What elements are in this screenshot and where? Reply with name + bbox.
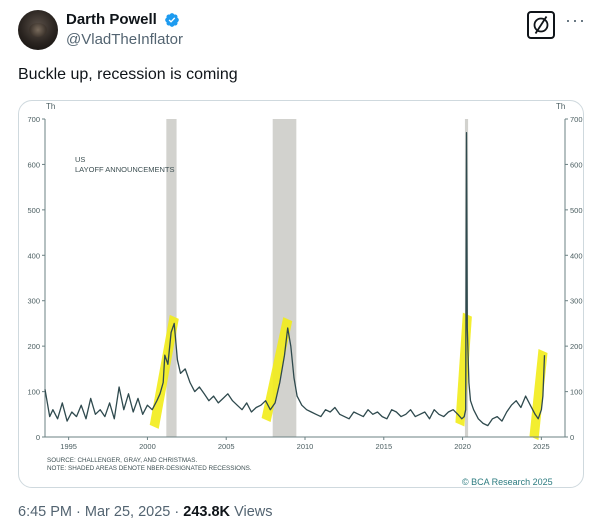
unit-label-right: Th (556, 102, 565, 111)
y-tick-label: 700 (570, 115, 583, 124)
chart-title-line-1: US (75, 155, 85, 164)
y-tick-label: 500 (570, 206, 583, 215)
avatar[interactable] (18, 10, 58, 50)
author-handle[interactable]: @VladTheInflator (66, 31, 183, 48)
x-tick-label: 2005 (218, 442, 235, 451)
y-tick-label: 0 (570, 433, 574, 442)
highlight-marker (455, 312, 472, 427)
x-tick-label: 2020 (454, 442, 471, 451)
y-tick-label: 0 (36, 433, 40, 442)
chart-credit: © BCA Research 2025 (462, 477, 553, 487)
meta-separator: · (174, 504, 180, 520)
grok-icon (533, 16, 549, 34)
y-tick-label: 500 (27, 206, 40, 215)
layoff-series-line (44, 131, 546, 427)
highlight-marker (261, 317, 293, 423)
x-tick-label: 2000 (139, 442, 156, 451)
verified-badge-icon (165, 13, 179, 27)
tweet-time[interactable]: 6:45 PM (18, 504, 72, 520)
y-tick-label: 200 (570, 342, 583, 351)
author-display-name[interactable]: Darth Powell (66, 11, 157, 28)
meta-separator: · (76, 504, 81, 520)
tweet-media-chart[interactable]: 0 0 100 100 200 200 300 300 400 400 500 500 600 600 70… (18, 100, 584, 488)
y-tick-label: 400 (27, 251, 40, 260)
chart-source-note: SOURCE: CHALLENGER, GRAY, AND CHRISTMAS. (47, 457, 197, 464)
y-tick-label: 100 (570, 388, 583, 397)
tweet-metadata: 6:45 PM · Mar 25, 2025 · 243.8K Views (18, 504, 272, 520)
layoff-chart: 0 0 100 100 200 200 300 300 400 400 500 500 600 600 70… (27, 102, 583, 487)
x-tick-label: 2025 (533, 442, 550, 451)
chart-title-line-2: LAYOFF ANNOUNCEMENTS (75, 165, 174, 174)
x-tick-label: 1995 (60, 442, 77, 451)
y-tick-label: 700 (27, 115, 40, 124)
highlight-marker (529, 348, 548, 441)
views-label: Views (234, 504, 273, 520)
more-options-icon[interactable]: ··· (565, 10, 586, 30)
x-tick-label: 2015 (375, 442, 392, 451)
y-tick-label: 600 (27, 160, 40, 169)
y-tick-label: 100 (27, 388, 40, 397)
recession-band (166, 119, 177, 437)
tweet-text: Buckle up, recession is coming (18, 66, 238, 83)
x-tick-label: 2010 (297, 442, 314, 451)
y-tick-label: 400 (570, 251, 583, 260)
unit-label-left: Th (46, 102, 55, 111)
views-count: 243.8K (183, 504, 231, 520)
y-tick-label: 600 (570, 160, 583, 169)
y-tick-label: 200 (27, 342, 40, 351)
chart-recession-note: NOTE: SHADED AREAS DENOTE NBER-DESIGNATE… (47, 465, 252, 472)
y-tick-label: 300 (27, 297, 40, 306)
y-tick-label: 300 (570, 297, 583, 306)
grok-button[interactable] (527, 11, 555, 39)
tweet-date[interactable]: Mar 25, 2025 (84, 504, 171, 520)
